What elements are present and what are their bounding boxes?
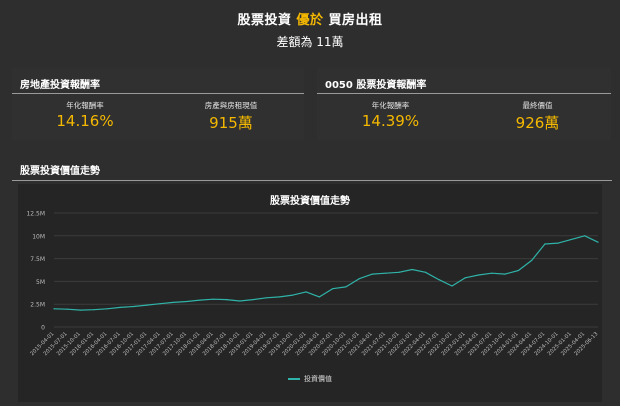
- difference-subtitle: 差額為 11萬: [276, 35, 344, 49]
- real-estate-card-title: 房地產投資報酬率: [20, 80, 100, 91]
- data-point: [212, 298, 214, 300]
- legend-swatch: [288, 378, 300, 380]
- etf-card-title: 0050 股票投資報酬率: [325, 80, 427, 91]
- legend-label: 投資價值: [304, 375, 332, 383]
- data-point: [597, 241, 599, 243]
- data-point: [451, 285, 453, 287]
- etf-final-value: 最終價值 926萬: [464, 100, 611, 133]
- metric-label: 最終價值: [522, 101, 553, 110]
- data-point: [504, 273, 506, 275]
- data-point: [93, 309, 95, 311]
- data-point: [385, 272, 387, 274]
- title-suffix: 買房出租: [323, 13, 383, 28]
- data-point: [345, 286, 347, 288]
- y-tick-label: 0: [41, 325, 45, 332]
- metric-value: 915萬: [209, 114, 253, 132]
- data-point: [172, 301, 175, 303]
- page-title: 股票投資 優於 買房出租: [0, 9, 620, 28]
- data-point: [557, 242, 559, 244]
- data-point: [464, 277, 466, 279]
- data-point: [225, 299, 228, 301]
- data-point: [252, 299, 254, 301]
- data-point: [119, 306, 121, 308]
- data-point: [133, 305, 135, 308]
- metric-value: 14.39%: [361, 112, 420, 130]
- real-estate-present-value: 房產與房租現值 915萬: [158, 100, 304, 133]
- data-point: [438, 278, 440, 281]
- data-point: [332, 288, 334, 290]
- data-point: [477, 274, 480, 276]
- data-point: [159, 303, 161, 305]
- data-point: [239, 300, 241, 302]
- data-point: [79, 309, 82, 311]
- etf-annual-return: 年化報酬率 14.39%: [317, 100, 464, 130]
- chart-legend[interactable]: 投資價值: [18, 374, 602, 384]
- metric-value: 926萬: [515, 114, 560, 132]
- data-point: [517, 269, 519, 272]
- chart-title: 股票投資價值走勢: [270, 196, 350, 207]
- data-point: [106, 308, 108, 310]
- data-point: [318, 296, 320, 298]
- series-line: [53, 235, 599, 311]
- data-point: [584, 235, 586, 237]
- data-point: [491, 272, 493, 274]
- data-point: [544, 243, 546, 245]
- data-point: [199, 299, 201, 301]
- title-highlight: 優於: [296, 13, 324, 28]
- y-tick-label: 2.5M: [30, 302, 45, 309]
- etf-card: 0050 股票投資報酬率 年化報酬率 14.39% 最終價值 926萬: [317, 68, 611, 140]
- section-divider: [12, 180, 612, 181]
- investment-chart: 0 2.5M 5M 7.5M 10M 12.5M 2015-04-01 2015-07-01 2…: [18, 184, 602, 402]
- data-point: [305, 291, 307, 293]
- data-point: [146, 304, 148, 306]
- y-tick-label: 7.5M: [30, 256, 45, 263]
- chart-canvas: 02.5M5M7.5M10M12.5M2015-04-012015-07-012…: [26, 211, 599, 358]
- trend-section-title: 股票投資價值走勢: [20, 166, 100, 177]
- real-estate-card: 房地產投資報酬率 年化報酬率 14.16% 房產與房租現值 915萬: [12, 68, 304, 140]
- data-point: [292, 294, 294, 296]
- y-tick-label: 5M: [36, 279, 45, 286]
- data-point: [371, 273, 374, 275]
- real-estate-annual-return: 年化報酬率 14.16%: [12, 100, 158, 130]
- card-divider: [12, 93, 304, 94]
- y-tick-label: 12.5M: [26, 211, 45, 218]
- data-point: [411, 268, 413, 271]
- data-point: [66, 308, 68, 310]
- data-point: [265, 297, 267, 299]
- data-point: [358, 278, 360, 280]
- y-tick-label: 10M: [32, 233, 45, 240]
- data-point: [424, 271, 427, 273]
- metric-label: 年化報酬率: [371, 101, 410, 110]
- data-point: [278, 296, 281, 298]
- metric-label: 房產與房租現值: [204, 101, 258, 110]
- data-point: [531, 259, 533, 262]
- data-point: [398, 271, 400, 273]
- metric-value: 14.16%: [56, 112, 114, 130]
- data-point: [570, 238, 573, 241]
- data-point: [186, 300, 188, 303]
- card-divider: [317, 93, 611, 94]
- metric-label: 年化報酬率: [66, 101, 104, 110]
- data-point: [53, 308, 55, 310]
- title-prefix: 股票投資: [237, 13, 297, 28]
